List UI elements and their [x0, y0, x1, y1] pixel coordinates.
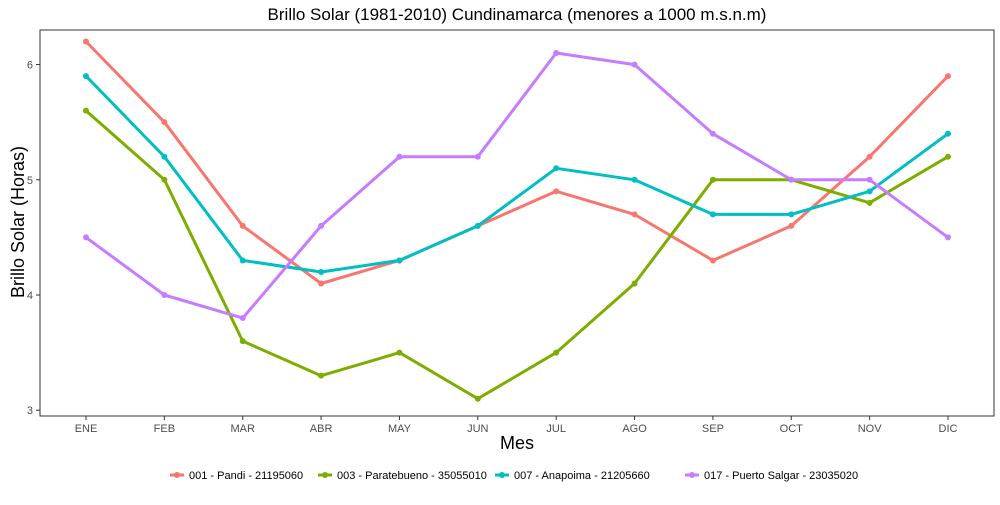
data-point [474, 153, 481, 160]
data-point [709, 176, 716, 183]
series-line-4 [84, 51, 950, 320]
legend: 001 - Pandi - 21195060 003 - Paratebueno … [170, 470, 858, 482]
data-point [318, 280, 325, 287]
series-line-1 [84, 40, 950, 285]
data-point [631, 211, 638, 218]
data-point [709, 211, 716, 218]
data-point [239, 315, 246, 322]
data-point [788, 211, 795, 218]
data-point [866, 188, 873, 195]
data-point [553, 188, 560, 195]
data-point [396, 257, 403, 264]
legend-swatch-point [689, 472, 695, 478]
x-tick-label: JUN [467, 423, 488, 435]
data-point [474, 222, 481, 229]
data-point [709, 257, 716, 264]
data-point [474, 395, 481, 402]
legend-label: 007 - Anapoima - 21205660 [514, 470, 650, 482]
x-tick-label: OCT [780, 423, 804, 435]
chart-title: Brillo Solar (1981-2010) Cundinamarca (m… [268, 5, 767, 24]
plot-area: 3 4 5 6 ENE FEB MAR ABR MAY JUN JUL AGO SEP OCT NOV DIC [27, 29, 995, 435]
data-point [866, 153, 873, 160]
data-point [161, 176, 168, 183]
x-tick-label: MAY [388, 423, 412, 435]
y-tick-label: 5 [27, 175, 33, 187]
data-point [239, 222, 246, 229]
data-point [553, 50, 560, 57]
x-tick-label: ABR [310, 423, 333, 435]
plot-panel-border [39, 29, 995, 417]
data-point [631, 61, 638, 68]
data-point [83, 73, 89, 80]
y-tick-label: 6 [27, 60, 33, 72]
data-point [945, 234, 951, 241]
y-tick-label: 3 [27, 405, 33, 417]
data-point [866, 176, 873, 183]
data-point [553, 165, 560, 172]
x-tick-label: JUL [546, 423, 566, 435]
data-point [945, 130, 951, 137]
data-point [553, 349, 560, 356]
x-tick-label: DIC [939, 423, 958, 435]
data-point [161, 153, 168, 160]
data-point [83, 38, 89, 45]
y-axis-title: Brillo Solar (Horas) [8, 146, 28, 298]
data-point [709, 130, 716, 137]
data-point [866, 199, 873, 206]
data-point [318, 268, 325, 275]
x-tick-label: FEB [154, 423, 175, 435]
legend-label: 001 - Pandi - 21195060 [189, 470, 303, 482]
x-tick-label: MAR [231, 423, 256, 435]
data-point [945, 73, 951, 80]
data-point [161, 292, 168, 299]
y-tick-label: 4 [27, 290, 33, 302]
x-tick-label: NOV [858, 423, 883, 435]
legend-label: 003 - Paratebueno - 35055010 [337, 470, 487, 482]
data-point [318, 372, 325, 379]
legend-swatch-point [499, 472, 505, 478]
x-axis-title: Mes [500, 433, 534, 453]
x-tick-label: AGO [622, 423, 647, 435]
legend-swatch-point [174, 472, 180, 478]
data-point [239, 338, 246, 345]
legend-swatch-point [322, 472, 328, 478]
data-point [631, 176, 638, 183]
series-line-2 [84, 109, 950, 401]
data-point [83, 107, 89, 114]
data-point [396, 153, 403, 160]
data-point [788, 222, 795, 229]
data-point [239, 257, 246, 264]
legend-label: 017 - Puerto Salgar - 23035020 [704, 470, 858, 482]
data-point [631, 280, 638, 287]
x-tick-label: SEP [702, 423, 724, 435]
data-point [83, 234, 89, 241]
data-point [161, 119, 168, 126]
data-point [945, 153, 951, 160]
data-point [396, 349, 403, 356]
series-line-3 [84, 74, 950, 274]
data-point [318, 222, 325, 229]
data-point [788, 176, 795, 183]
x-tick-label: ENE [75, 423, 98, 435]
